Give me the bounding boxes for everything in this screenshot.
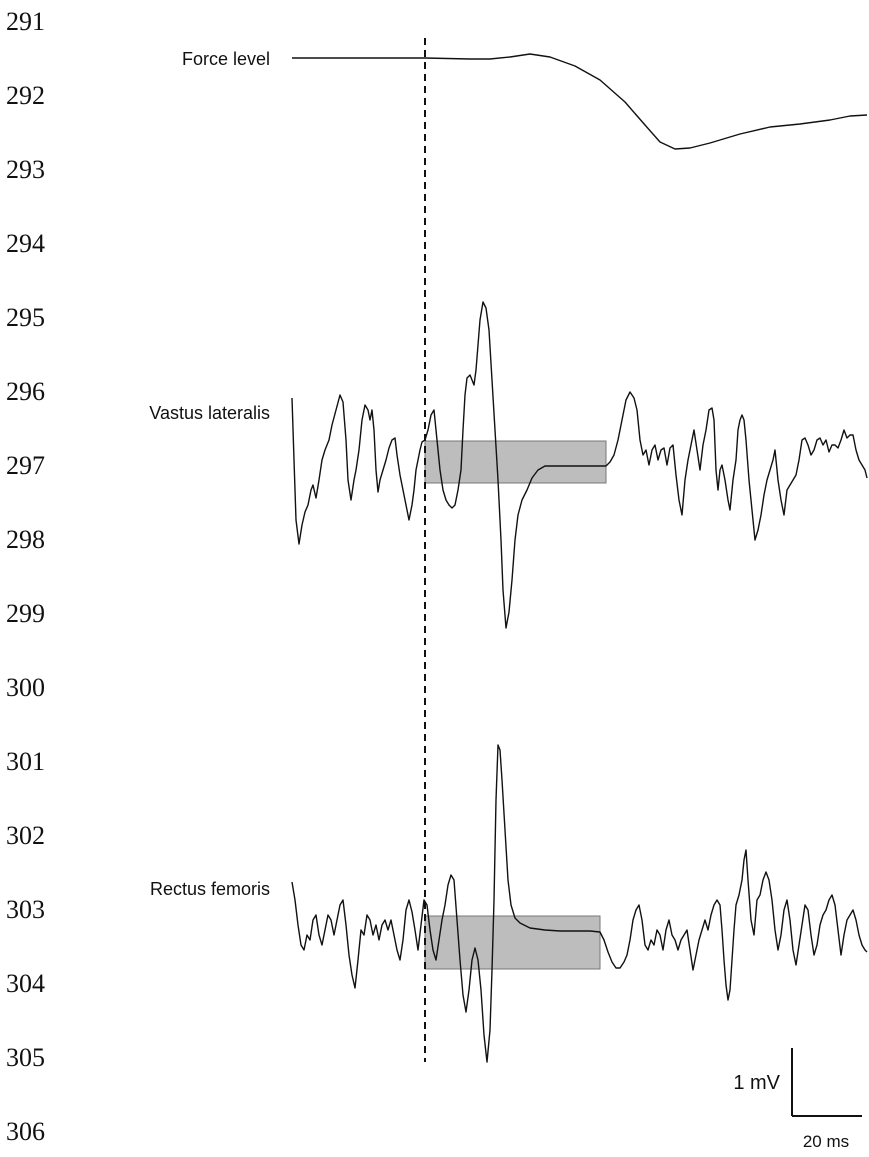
line-numbers: 291 292 293 294 295 296 297 298 299 300 … [6,7,45,1146]
rectus-analysis-window [424,915,601,970]
line-number: 306 [6,1117,45,1146]
vastus-analysis-window [424,440,607,484]
force-level-label: Force level [182,49,270,69]
rectus-femoris-label: Rectus femoris [150,879,270,899]
line-number: 300 [6,673,45,702]
line-number: 295 [6,303,45,332]
line-number: 292 [6,81,45,110]
line-number: 291 [6,7,45,36]
line-number: 299 [6,599,45,628]
line-number: 293 [6,155,45,184]
line-number: 305 [6,1043,45,1072]
rectus-femoris-trace [291,744,868,1063]
line-number: 302 [6,821,45,850]
scale-bar: 1 mV 20 ms [733,1048,862,1151]
scale-bar-time-label: 20 ms [803,1132,849,1151]
scale-bar-amplitude-label: 1 mV [733,1072,780,1094]
line-number: 297 [6,451,45,480]
line-number: 294 [6,229,45,258]
line-number: 301 [6,747,45,776]
line-number: 298 [6,525,45,554]
line-number: 296 [6,377,45,406]
force-level-trace [292,53,868,150]
vastus-lateralis-label: Vastus lateralis [149,403,270,423]
line-number: 304 [6,969,45,998]
vastus-lateralis-trace [291,301,868,629]
line-number: 303 [6,895,45,924]
